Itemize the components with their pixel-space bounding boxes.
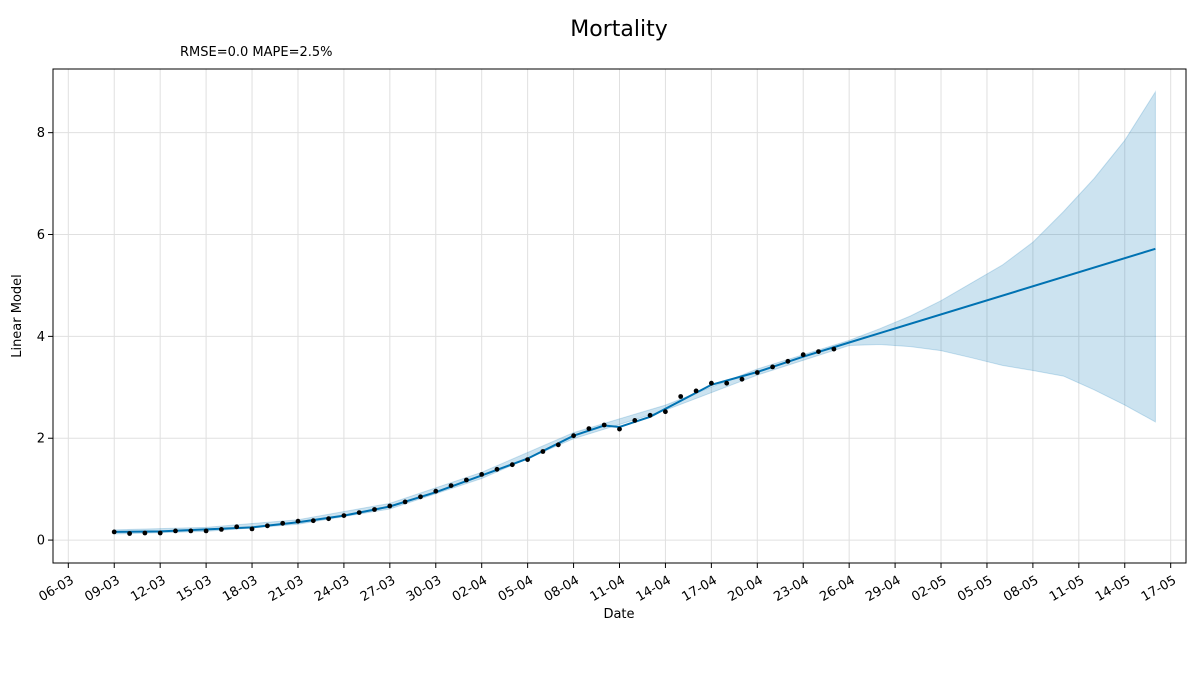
observed-point: [709, 380, 714, 386]
chart-title: Mortality: [570, 17, 667, 42]
x-tick-label: 21-03: [266, 573, 306, 605]
observed-point: [111, 529, 117, 535]
observed-point: [127, 531, 132, 536]
observed-point: [494, 466, 500, 472]
x-tick-label: 26-04: [817, 573, 857, 605]
grid-lines: [53, 69, 1186, 563]
x-tick-label: 12-03: [128, 573, 168, 605]
observed-point: [157, 530, 163, 536]
observed-point: [693, 388, 699, 394]
observed-point: [280, 520, 286, 526]
x-tick-label: 24-03: [312, 573, 352, 605]
x-tick-label: 06-03: [36, 573, 76, 605]
observed-point: [479, 472, 485, 477]
observed-point: [341, 513, 347, 518]
x-tick-label: 02-04: [450, 573, 490, 605]
observed-point: [142, 530, 148, 536]
observed-point: [310, 518, 316, 524]
observed-point: [739, 376, 745, 382]
observed-point: [448, 483, 454, 488]
x-tick-label: 17-04: [680, 573, 720, 605]
observed-point: [188, 528, 194, 534]
x-tick-label: 05-04: [496, 573, 536, 605]
x-tick-label: 08-04: [542, 573, 582, 605]
observed-point: [555, 442, 561, 448]
observed-point: [464, 477, 469, 483]
x-tick-label: 20-04: [725, 573, 765, 605]
observed-point: [831, 346, 837, 352]
x-tick-label: 14-04: [634, 573, 674, 605]
x-axis-ticks: 06-03 09-03 12-03 15-03 18-03 21-03 24-03 27-03…: [36, 563, 1179, 605]
observed-point: [356, 510, 362, 515]
chart-subtitle: RMSE=0.0 MAPE=2.5%: [180, 45, 333, 60]
x-tick-label: 29-04: [863, 573, 903, 605]
observed-point: [173, 528, 178, 534]
x-tick-label: 15-03: [174, 573, 214, 605]
observed-point: [724, 380, 730, 386]
y-tick-label: 4: [37, 330, 45, 345]
y-tick-label: 6: [37, 228, 45, 243]
x-tick-label: 17-05: [1139, 573, 1179, 605]
observed-point: [219, 527, 224, 532]
observed-point: [418, 494, 423, 500]
observed-points: [111, 346, 837, 536]
observed-point: [663, 409, 668, 415]
y-tick-label: 0: [37, 534, 45, 549]
observed-point: [800, 352, 806, 358]
x-tick-label: 30-03: [404, 573, 444, 605]
y-tick-label: 2: [37, 432, 45, 447]
y-tick-label: 8: [37, 126, 45, 141]
x-tick-label: 18-03: [220, 573, 260, 605]
observed-point: [402, 499, 408, 505]
observed-point: [249, 526, 255, 532]
observed-point: [265, 523, 270, 529]
observed-point: [647, 412, 653, 418]
observed-point: [540, 449, 546, 454]
x-tick-label: 02-05: [909, 573, 949, 605]
observed-point: [770, 364, 775, 370]
observed-point: [433, 488, 439, 494]
observed-point: [632, 418, 638, 423]
observed-point: [601, 422, 607, 428]
observed-point: [617, 426, 622, 432]
uncertainty-band: [113, 90, 1156, 535]
observed-point: [816, 349, 821, 354]
y-axis-label: Linear Model: [10, 274, 25, 358]
observed-point: [203, 528, 209, 534]
x-tick-label: 23-04: [771, 573, 811, 605]
x-tick-label: 11-04: [588, 573, 628, 605]
observed-point: [678, 394, 684, 399]
observed-point: [525, 457, 530, 462]
x-tick-label: 05-05: [955, 573, 995, 605]
x-tick-label: 11-05: [1047, 573, 1087, 605]
observed-point: [234, 524, 240, 530]
observed-point: [754, 370, 760, 375]
observed-point: [372, 507, 377, 512]
x-axis-label: Date: [603, 607, 634, 622]
observed-point: [785, 358, 791, 364]
observed-point: [509, 462, 515, 468]
x-tick-label: 09-03: [82, 573, 122, 605]
observed-point: [571, 433, 576, 439]
observed-point: [586, 426, 592, 431]
x-tick-label: 27-03: [358, 573, 398, 605]
observed-point: [326, 516, 331, 522]
observed-point: [295, 518, 301, 524]
y-axis-ticks: 0 2 4 6 8: [37, 126, 53, 549]
observed-point: [387, 503, 393, 509]
x-tick-label: 14-05: [1093, 573, 1133, 605]
x-tick-label: 08-05: [1001, 573, 1041, 605]
